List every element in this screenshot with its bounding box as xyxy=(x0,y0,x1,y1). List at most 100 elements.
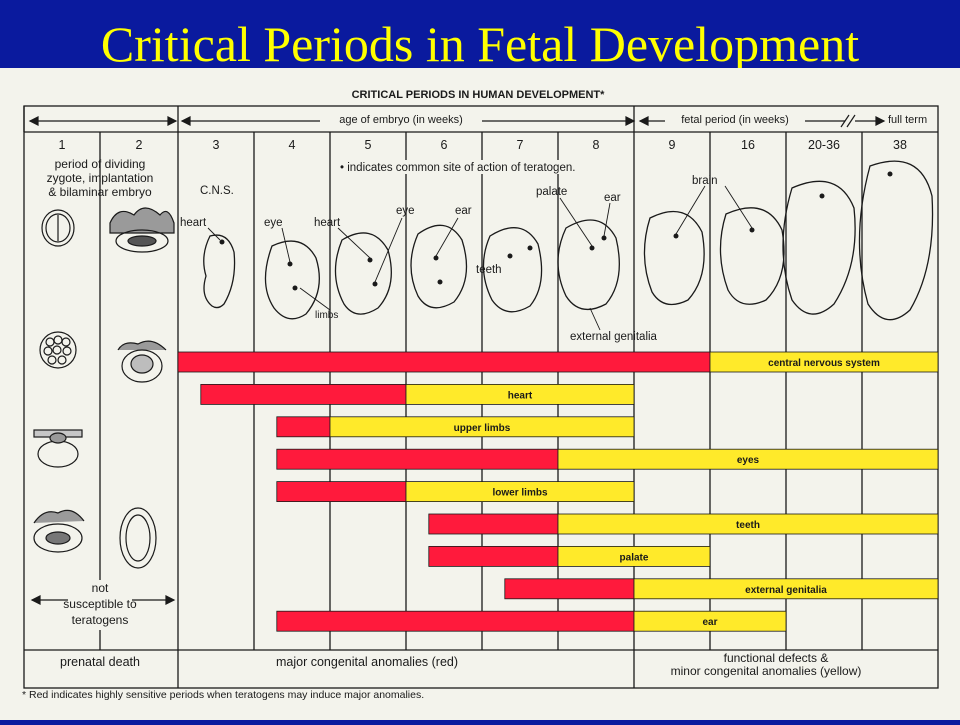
not-susceptible-bg xyxy=(68,580,132,630)
not-susceptible-line1: not xyxy=(92,581,109,595)
organ-bar-label: teeth xyxy=(736,520,760,531)
major-sensitivity-bar xyxy=(177,351,711,373)
age-of-embryo-label: age of embryo (in weeks) xyxy=(339,114,463,126)
embryo-week7 xyxy=(482,227,543,313)
not-susceptible-arrow-left xyxy=(30,595,41,605)
axis-break-1 xyxy=(840,114,850,128)
minor-anomalies-label: minor congenital anomalies (yellow) xyxy=(671,664,862,678)
embryo-week3 xyxy=(203,234,236,309)
heart-label-week5: heart xyxy=(314,217,341,229)
limbs-label: limbs xyxy=(315,310,338,321)
minor-sensitivity-bar xyxy=(405,481,635,503)
heart-label-week3: heart xyxy=(180,217,207,229)
morula-icon xyxy=(39,331,77,369)
embryo-arrow-right xyxy=(167,116,178,126)
axis-break-2 xyxy=(846,114,856,128)
major-sensitivity-bar xyxy=(428,513,559,535)
footnote: * Red indicates highly sensitive periods… xyxy=(22,689,424,701)
embryo-week6 xyxy=(410,224,468,309)
site-dot xyxy=(292,285,298,291)
minor-sensitivity-bar xyxy=(633,578,939,600)
week-label: 9 xyxy=(669,138,676,152)
early-period-note-1: period of dividing xyxy=(55,157,146,171)
organ-bar-label: upper limbs xyxy=(454,423,511,434)
week-label: 4 xyxy=(289,138,296,152)
site-dot xyxy=(749,227,755,233)
embryo-illustrations xyxy=(203,160,934,321)
eye-label-week4: eye xyxy=(264,217,283,229)
fetal-arrow-right xyxy=(875,116,886,126)
teratogen-site-dots xyxy=(219,171,893,291)
fetus-week38 xyxy=(858,160,934,321)
site-dot xyxy=(819,193,825,199)
organ-bar-label: central nervous system xyxy=(768,358,880,369)
major-sensitivity-bar xyxy=(504,578,635,600)
organ-bar-label: external genitalia xyxy=(745,585,827,596)
chart-frame xyxy=(23,105,939,689)
zygote-illustrations xyxy=(33,207,175,569)
not-susceptible-line2: susceptible to xyxy=(63,597,137,611)
week-label: 3 xyxy=(213,138,220,152)
site-dot xyxy=(527,245,533,251)
site-dot xyxy=(437,279,443,285)
brain-label: brain xyxy=(692,175,718,187)
early-period-note-2: zygote, implantation xyxy=(47,171,154,185)
week-label: 6 xyxy=(441,138,448,152)
organ-bar-label: palate xyxy=(620,552,649,563)
site-dot xyxy=(287,261,293,267)
fetus-week9 xyxy=(643,210,705,306)
fetal-label-bg xyxy=(665,112,805,126)
not-susceptible-arrow-right xyxy=(165,595,176,605)
implanted-blastocyst-icon xyxy=(117,340,167,383)
implanting-embryo-icon xyxy=(33,509,85,553)
organ-pointer-lines xyxy=(207,185,753,331)
age-arrow-right xyxy=(625,116,636,126)
chart-heading: CRITICAL PERIODS IN HUMAN DEVELOPMENT* xyxy=(352,89,606,101)
bilaminar-embryo-icon xyxy=(109,207,175,253)
minor-sensitivity-bar xyxy=(633,610,787,632)
blastocyst-icon xyxy=(33,429,83,468)
site-dot xyxy=(372,281,378,287)
organ-labels: C.N.S. heart eye heart eye ear limbs tee… xyxy=(180,175,718,343)
fetus-week16 xyxy=(719,207,785,305)
external-genitalia-label: external genitalia xyxy=(570,331,658,343)
two-cell-zygote-icon xyxy=(41,209,75,247)
early-period-note-3: & bilaminar embryo xyxy=(48,185,152,199)
major-anomalies-label: major congenital anomalies (red) xyxy=(276,655,458,669)
prenatal-death-label: prenatal death xyxy=(60,655,140,669)
full-term-label: full term xyxy=(888,114,927,126)
major-sensitivity-bar xyxy=(276,448,559,470)
eye-label-week5: eye xyxy=(396,205,415,217)
major-sensitivity-bar xyxy=(276,416,331,438)
sensitivity-bars: central nervous system heart upper limbs ey… xyxy=(177,351,939,632)
major-sensitivity-bar xyxy=(428,545,559,567)
week-label: 16 xyxy=(741,138,755,152)
fetal-period-label: fetal period (in weeks) xyxy=(681,114,789,126)
site-dot xyxy=(673,233,679,239)
major-sensitivity-bar xyxy=(276,610,635,632)
embryo-week8 xyxy=(557,219,620,311)
week-column-labels: 1 2 3 4 5 6 7 8 9 16 20-36 38 xyxy=(59,138,907,152)
week-label: 1 xyxy=(59,138,66,152)
teratogen-note-bg xyxy=(336,160,626,174)
major-sensitivity-bar xyxy=(276,481,407,503)
minor-sensitivity-bar xyxy=(709,351,939,373)
site-dot xyxy=(433,255,439,261)
site-dot xyxy=(887,171,893,177)
organ-bar-label: heart xyxy=(508,390,533,401)
teeth-label: teeth xyxy=(476,264,502,276)
slide-title: Critical Periods in Fetal Development xyxy=(100,16,860,72)
organ-bar-label: eyes xyxy=(737,455,760,466)
age-label-bg xyxy=(320,112,482,126)
site-dot xyxy=(589,245,595,251)
embryo-week5 xyxy=(334,232,392,315)
week-label: 7 xyxy=(517,138,524,152)
cns-label: C.N.S. xyxy=(200,185,234,197)
site-dot xyxy=(601,235,607,241)
week-label: 5 xyxy=(365,138,372,152)
ear-label-week8: ear xyxy=(604,192,621,204)
minor-sensitivity-bar xyxy=(557,513,939,535)
site-dot xyxy=(507,253,513,259)
week-label: 2 xyxy=(136,138,143,152)
minor-sensitivity-bar xyxy=(557,448,939,470)
